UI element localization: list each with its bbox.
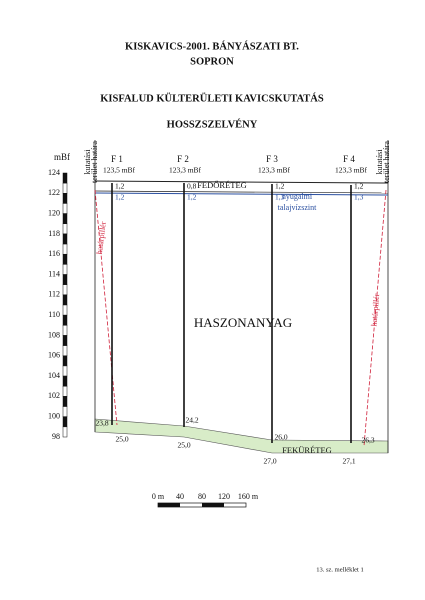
base-top-depth: 26,0 xyxy=(274,433,287,442)
bottom-depth: 25,0 xyxy=(115,435,128,444)
axis-tick-label: 114 xyxy=(48,269,60,278)
scale-segment xyxy=(62,233,68,245)
scale-segment xyxy=(62,253,68,265)
well-elevation: 123,5 mBf xyxy=(103,166,136,175)
water-depth: 1,3 xyxy=(354,193,364,202)
scale-bar-segment xyxy=(202,503,224,507)
scale-bar-segment xyxy=(158,503,180,507)
scale-segment xyxy=(62,182,68,194)
pillar-line xyxy=(363,189,387,447)
cover-label: FEDŐRÉTEG xyxy=(197,180,247,190)
well-name: F 2 xyxy=(177,154,189,164)
scale-label: 0 m xyxy=(152,492,165,501)
water-depth: 1,2 xyxy=(187,193,197,202)
useful-label: HASZONANYAG xyxy=(194,315,292,330)
city: SOPRON xyxy=(190,56,234,67)
scale-segment xyxy=(62,345,68,357)
axis-tick-label: 108 xyxy=(48,330,60,339)
boundary-label: terület határa xyxy=(90,141,99,183)
axis-tick-label: 124 xyxy=(48,168,60,177)
water-label: nyugalmi xyxy=(282,192,313,201)
well-elevation: 123,3 mBf xyxy=(258,166,291,175)
scale-label: 160 m xyxy=(238,492,259,501)
scale-segment xyxy=(62,355,68,367)
scale-label: 120 xyxy=(218,492,230,501)
boundary-label: kutatási xyxy=(83,149,92,175)
pillar-label: határpillér xyxy=(95,221,108,255)
cover-depth: 1,2 xyxy=(115,182,125,191)
pillar-label: határpillér xyxy=(369,293,381,327)
well-name: F 4 xyxy=(343,154,355,164)
project: KISFALUD KÜLTERÜLETI KAVICSKUTATÁS xyxy=(100,91,324,104)
scale-segment xyxy=(62,203,68,214)
scale-segment xyxy=(62,325,68,336)
scale-segment xyxy=(62,426,68,438)
base-top-depth: 23,8 xyxy=(95,419,108,428)
axis-tick-label: 110 xyxy=(48,310,60,319)
ground-line xyxy=(94,180,389,184)
base-label: FEKÜRÉTEG xyxy=(282,445,332,455)
axis-tick-label: 112 xyxy=(48,290,60,299)
scale-label: 40 xyxy=(176,492,184,501)
cover-base-line xyxy=(94,190,389,194)
scale-segment xyxy=(62,365,68,377)
scale-segment xyxy=(62,284,68,296)
scale-segment xyxy=(62,193,68,204)
scale-segment xyxy=(62,264,68,275)
section-title: HOSSZSZELVÉNY xyxy=(167,118,258,130)
scale-segment xyxy=(62,375,68,387)
bottom-depth: 27,0 xyxy=(263,457,276,466)
pillar-line xyxy=(94,189,118,426)
well-elevation: 123,3 mBf xyxy=(169,166,202,175)
company: KISKAVICS-2001. BÁNYÁSZATI BT. xyxy=(125,40,299,52)
scale-segment xyxy=(62,335,68,346)
scale-segment xyxy=(62,274,68,285)
water-depth: 1,3 xyxy=(275,193,285,202)
well-name: F 1 xyxy=(111,154,123,164)
water-table-line xyxy=(94,192,389,196)
scale-segment xyxy=(62,385,68,397)
scale-segment xyxy=(62,213,68,225)
axis-tick-label: 116 xyxy=(48,249,60,258)
scale-segment xyxy=(62,416,68,428)
water-label: talajvízszint xyxy=(278,203,317,212)
axis-tick-label: 102 xyxy=(48,391,60,400)
bottom-depth: 27,1 xyxy=(342,457,355,466)
base-top-depth: 26,3 xyxy=(361,436,374,445)
scale-segment xyxy=(62,314,68,326)
well-elevation: 123,3 mBf xyxy=(335,166,368,175)
axis-tick-label: 104 xyxy=(48,371,60,380)
scale-segment xyxy=(62,406,68,417)
scale-segment xyxy=(62,294,68,306)
axis-tick-label: 120 xyxy=(48,208,60,217)
water-depth: 1,2 xyxy=(115,193,125,202)
scale-segment xyxy=(62,396,68,407)
boundary-label: terület határa xyxy=(382,141,391,183)
cover-depth: 0,8 xyxy=(187,182,197,191)
bottom-depth: 25,0 xyxy=(177,441,190,450)
axis-tick-label: 106 xyxy=(48,351,60,360)
axis-tick-label: 122 xyxy=(48,188,60,197)
cover-depth: 1,2 xyxy=(354,182,364,191)
axis-unit: mBf xyxy=(54,152,70,162)
axis-tick-label: 98 xyxy=(52,432,60,441)
scale-segment xyxy=(62,243,68,255)
well-name: F 3 xyxy=(266,154,278,164)
scale-segment xyxy=(62,223,68,235)
axis-tick-label: 100 xyxy=(48,412,60,421)
boundary-label: kutatási xyxy=(375,149,384,175)
footer: 13. sz. melléklet 1 xyxy=(316,566,363,573)
cover-depth: 1,2 xyxy=(275,182,285,191)
axis-tick-label: 118 xyxy=(48,229,60,238)
scale-segment xyxy=(62,304,68,316)
scale-label: 80 xyxy=(198,492,206,501)
base-top-depth: 24,2 xyxy=(185,416,198,425)
scale-segment xyxy=(62,172,68,184)
